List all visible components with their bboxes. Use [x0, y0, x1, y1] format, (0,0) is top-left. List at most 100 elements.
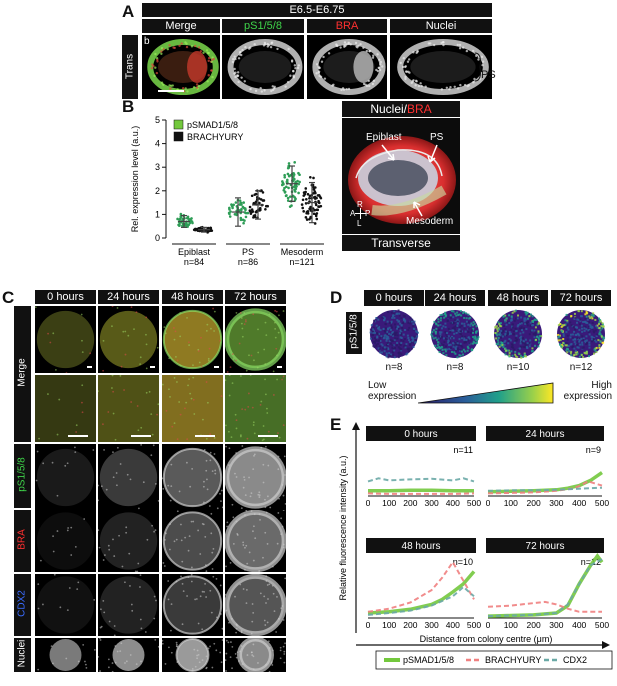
e-chart-title: 48 hours	[402, 541, 441, 552]
panel-c-image-r5-c2	[162, 638, 223, 672]
b-point	[305, 218, 309, 221]
b-point	[286, 172, 290, 176]
e-xlabel: Distance from colony centre (μm)	[420, 634, 553, 644]
b-point	[302, 210, 305, 213]
b-point	[304, 187, 308, 190]
label-mesoderm: Mesoderm	[406, 216, 454, 227]
b-point	[252, 214, 256, 218]
e-xtick-label: 200	[527, 498, 541, 508]
b-point	[185, 216, 189, 220]
b-point	[242, 221, 245, 225]
panel-a-image-2	[307, 35, 387, 99]
e-xtick-label: 500	[595, 620, 609, 630]
b-point	[239, 202, 242, 205]
panel-d-heatmap-0	[364, 308, 424, 360]
b-point	[227, 211, 231, 215]
panel-c-image-r4-c2	[162, 574, 223, 636]
e-legend-label: pSMAD1/5/8	[403, 655, 454, 665]
axis-p: P	[365, 209, 371, 218]
b-ytick-label: 5	[155, 115, 160, 125]
b-point	[287, 162, 291, 165]
e-x-arrowhead	[602, 641, 610, 649]
panel-a-stage-header: E6.5-E6.75	[142, 3, 492, 17]
panel-d-heatmap-1	[425, 308, 485, 360]
panel-c-letter: C	[2, 288, 15, 307]
b-group-n: n=86	[238, 257, 258, 267]
b-point	[178, 218, 181, 222]
e-xtick-label: 100	[382, 498, 396, 508]
panel-d-n-3: n=12	[569, 362, 593, 373]
fluorescence-line-charts: Relative fluorescence intensity (a.u.) Di…	[338, 422, 613, 670]
b-point	[315, 217, 319, 221]
panel-c-image-r3-c2	[162, 510, 223, 572]
e-y-arrowhead	[352, 422, 360, 430]
e-chart-header	[486, 538, 604, 553]
b-point	[266, 204, 269, 208]
axis-l: L	[357, 219, 362, 228]
b-point	[293, 161, 296, 164]
b-point	[248, 209, 252, 212]
b-legend-swatch	[173, 119, 184, 130]
panel-c-image-r1-c1	[98, 375, 159, 442]
scale-bar	[258, 435, 278, 437]
panel-d-time-1: 24 hours	[425, 290, 485, 306]
panel-a-col-0: Merge	[142, 19, 220, 33]
e-xtick-label: 100	[382, 620, 396, 630]
b-point	[258, 201, 261, 205]
b-legend-label: BRACHYURY	[187, 132, 243, 142]
panel-d-time-2: 48 hours	[488, 290, 548, 306]
axis-r: R	[357, 200, 363, 209]
b-point	[242, 201, 245, 204]
panel-d-row-sidebar: pS1/5/8	[346, 312, 362, 354]
panel-c-image-r2-c2	[162, 444, 223, 511]
panel-c-image-r1-c0	[35, 375, 96, 442]
b-group-label: PS	[242, 247, 254, 257]
b-legend-label: pSMAD1/5/8	[187, 120, 238, 130]
e-series-2	[367, 585, 475, 616]
b-point	[319, 204, 323, 208]
panel-c-image-r5-c0	[35, 638, 96, 672]
panel-d-n-1: n=8	[446, 362, 464, 373]
panel-c-row-label-0: Merge	[16, 358, 28, 387]
e-xtick-label: 300	[549, 620, 563, 630]
panel-d-heatmap-2	[488, 308, 548, 360]
panel-c-image-r0-c1	[98, 306, 159, 373]
panel-d-row-label: pS1/5/8	[348, 314, 360, 349]
b-point	[313, 208, 316, 212]
b-point	[287, 186, 290, 190]
b-point	[301, 206, 305, 210]
e-xtick-label: 200	[403, 498, 417, 508]
b-point	[314, 214, 318, 218]
panel-c-image-r2-c3	[225, 444, 286, 511]
b-point	[244, 215, 248, 219]
b-point	[301, 198, 305, 202]
panel-a-row-label: Trans	[124, 53, 136, 80]
e-xtick-label: 200	[403, 620, 417, 630]
b-point	[312, 188, 316, 191]
panel-c-time-0: 0 hours	[35, 290, 96, 304]
b-point	[238, 199, 242, 202]
e-chart-n: n=11	[453, 445, 473, 455]
b-point	[248, 205, 252, 209]
embryo-illustration	[348, 136, 456, 224]
e-legend-label: BRACHYURY	[485, 655, 541, 665]
b-point	[308, 196, 311, 200]
e-xtick-label: 400	[446, 620, 460, 630]
scale-low-label: Low expression	[368, 380, 417, 402]
panel-e-letter: E	[330, 415, 342, 434]
e-series-1	[487, 600, 602, 613]
panel-c-row-label-2: BRA	[16, 529, 28, 550]
b-point	[284, 194, 288, 198]
scale-bar	[150, 366, 155, 368]
e-xtick-label: 300	[549, 498, 563, 508]
b-point	[285, 185, 288, 189]
b-point	[298, 180, 301, 184]
panel-a-image-3	[390, 35, 492, 99]
e-chart-title: 0 hours	[404, 429, 437, 440]
b-ytick-label: 1	[155, 209, 160, 219]
panel-d-time-0: 0 hours	[364, 290, 424, 306]
b-legend-swatch	[173, 131, 184, 142]
b-point	[297, 191, 300, 195]
panel-c-image-r3-c1	[98, 510, 159, 572]
expression-colorscale	[418, 382, 554, 404]
